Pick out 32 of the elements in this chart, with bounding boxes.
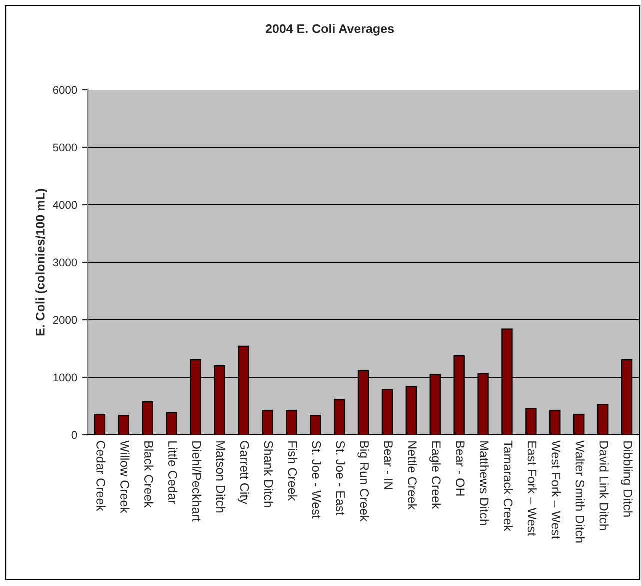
x-tick-label: Bear - OH (456, 442, 465, 496)
y-tick-label: 4000 (53, 201, 78, 210)
x-tick-label: Bear - IN (384, 442, 393, 490)
y-tick-label: 5000 (53, 144, 78, 152)
x-tick-label: Black Creek (144, 442, 154, 508)
x-tick-label: David Link Ditch (600, 442, 609, 530)
x-tick-label: Garrett City (238, 441, 250, 504)
x-tick-label: Fish Creek (288, 442, 298, 502)
x-tick-label: Walter Smith Ditch (576, 440, 585, 543)
chart-title: 2004 E. Coli Averages (266, 24, 394, 36)
y-tick-label: 1000 (54, 374, 78, 382)
x-tick-label: Tamarack Creek (504, 440, 514, 532)
y-axis-title: E. Coli (colonies/100 mL) (36, 189, 48, 336)
x-tick-label: West Fork – West (552, 440, 561, 540)
x-tick-label: Matthews Ditch (480, 442, 490, 526)
y-tick-label: 3000 (53, 258, 78, 267)
x-tick-label: St. Joe - East (336, 441, 346, 516)
x-tick-label: Nettle Creek (408, 442, 418, 510)
y-tick-label: 2000 (53, 316, 78, 324)
x-tick-label: Dibbling Ditch (621, 442, 633, 517)
x-tick-label: Matson Ditch (216, 442, 226, 513)
y-tick-label: 6000 (53, 86, 78, 94)
x-tick-label: Eagle Creek (430, 442, 442, 510)
y-tick-label: 0 (72, 431, 78, 440)
x-tick-label: St. Joe - West (312, 441, 322, 519)
x-tick-label: East Fork – West (528, 442, 538, 536)
x-tick-label: Willow Creek (120, 440, 130, 514)
x-tick-label: Diehl/Peckhart (192, 442, 202, 522)
x-tick-label: Shank Ditch (264, 441, 274, 508)
x-tick-label: Little Cedar (168, 442, 178, 504)
x-tick-label: Cedar Creek (96, 441, 106, 512)
x-tick-label: Big Run Creek (358, 442, 370, 522)
